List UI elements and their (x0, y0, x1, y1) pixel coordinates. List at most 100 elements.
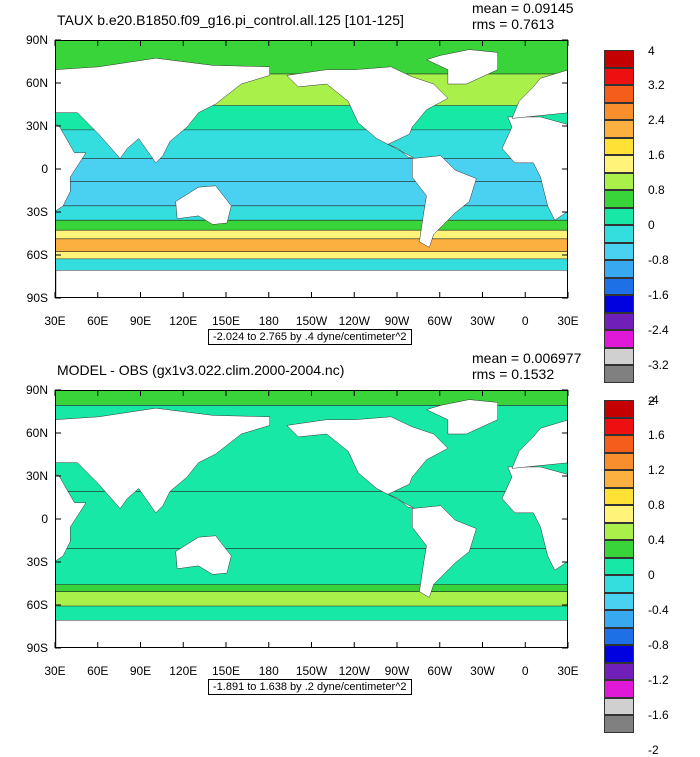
map-heatmap (56, 41, 567, 297)
lon-tick-label: 120W (338, 314, 370, 328)
lon-tick-label: 30E (557, 314, 579, 328)
colorbar-swatch (604, 680, 634, 698)
colorbar-swatch (604, 67, 634, 85)
lat-tick-label: 0 (41, 512, 48, 526)
land-mask-3 (286, 416, 449, 509)
colorbar-label: 4 (648, 44, 655, 58)
field-band-4 (56, 584, 567, 592)
land-mask-6 (56, 270, 567, 297)
lon-tick-label: 150E (211, 664, 241, 678)
colorbar-swatch (604, 242, 634, 260)
colorbar-swatch (604, 540, 634, 558)
contour-range-note: -1.891 to 1.638 by .2 dyne/centimeter^2 (208, 679, 412, 695)
land-mask-wrap-0 (56, 124, 87, 211)
field-band-6 (56, 606, 567, 621)
stat-rms: rms = 0.7613 (472, 16, 555, 32)
chart-panel-model-minus-obs: MODEL - OBS (gx1v3.022.clim.2000-2004.nc… (0, 350, 700, 757)
colorbar-swatch (604, 400, 634, 418)
lon-tick-label: 90E (129, 664, 152, 678)
colorbar-label: 1.6 (648, 148, 665, 162)
lon-tick-label: 30W (470, 664, 495, 678)
land-mask-2 (175, 535, 232, 575)
colorbar-label: -1.6 (648, 288, 669, 302)
colorbar-swatch (604, 452, 634, 470)
colorbar-swatch (604, 505, 634, 523)
lon-tick-label: 150W (295, 314, 328, 328)
lon-tick-label: 150W (295, 664, 328, 678)
lon-tick-label: 120E (169, 314, 198, 328)
lon-tick-label: 120E (169, 664, 198, 678)
colorbar-label: 0 (648, 218, 655, 232)
colorbar-swatch (604, 697, 634, 715)
colorbar-swatch (604, 172, 634, 190)
field-band-4 (56, 158, 567, 182)
lat-tick-label: 90N (25, 33, 48, 47)
colorbar-swatch (604, 522, 634, 540)
map-plot-area (55, 40, 568, 298)
lat-tick-label: 30S (26, 205, 48, 219)
colorbar-swatch (604, 470, 634, 488)
lon-tick-label: 90E (129, 314, 152, 328)
field-band-5 (56, 591, 567, 606)
land-mask-1 (511, 70, 567, 119)
colorbar (604, 50, 634, 383)
colorbar-swatch (604, 610, 634, 628)
colorbar-swatch (604, 137, 634, 155)
contour-range-note: -2.024 to 2.765 by .4 dyne/centimeter^2 (208, 329, 412, 345)
field-band-11 (56, 258, 567, 271)
colorbar-swatch (604, 102, 634, 120)
colorbar-swatch (604, 155, 634, 173)
colorbar-label: -0.4 (648, 603, 669, 617)
colorbar-label: 0.8 (648, 183, 665, 197)
lon-tick-label: 0 (521, 314, 529, 328)
colorbar-swatch (604, 330, 634, 348)
lat-tick-label: 30N (25, 119, 48, 133)
field-band-5 (56, 181, 567, 206)
colorbar-swatch (604, 347, 634, 365)
lon-tick-label: 180 (258, 314, 279, 328)
colorbar-label: -2 (648, 743, 659, 757)
field-band-2 (56, 491, 567, 549)
colorbar-swatch (604, 295, 634, 313)
colorbar-swatch (604, 487, 634, 505)
map-heatmap (56, 391, 567, 647)
lon-tick-label: 60E (87, 664, 109, 678)
colorbar-label: -4 (648, 393, 659, 407)
colorbar-swatch (604, 715, 634, 733)
colorbar-swatch (604, 662, 634, 680)
lat-tick-label: 60N (25, 76, 48, 90)
colorbar-swatch (604, 190, 634, 208)
colorbar-swatch (604, 207, 634, 225)
lon-tick-label: 90W (384, 314, 410, 328)
colorbar-label: 1.6 (648, 428, 665, 442)
colorbar-label: 1.2 (648, 463, 665, 477)
colorbar-label: -1.2 (648, 673, 669, 687)
colorbar-swatch (604, 277, 634, 295)
colorbar-swatch (604, 365, 634, 383)
colorbar-swatch (604, 417, 634, 435)
colorbar-label: -0.8 (648, 253, 669, 267)
lon-tick-label: 30E (44, 664, 66, 678)
lon-tick-label: 30E (557, 664, 579, 678)
colorbar-label: 2 (648, 394, 655, 408)
colorbar-swatch (604, 645, 634, 663)
colorbar-swatch (604, 260, 634, 278)
colorbar-label: -0.8 (648, 638, 669, 652)
lat-tick-label: 30S (26, 555, 48, 569)
lat-tick-label: 60S (26, 598, 48, 612)
land-mask-2 (175, 185, 232, 225)
colorbar-label: -1.6 (648, 708, 669, 722)
colorbar-swatch (604, 120, 634, 138)
lat-tick-label: 60S (26, 248, 48, 262)
lat-tick-label: 90S (26, 291, 48, 305)
field-band-3 (56, 548, 567, 585)
colorbar-swatch (604, 225, 634, 243)
lon-tick-label: 90W (384, 664, 410, 678)
colorbar-label: 3.2 (648, 78, 665, 92)
colorbar-swatch (604, 592, 634, 610)
field-band-9 (56, 238, 567, 252)
lon-tick-label: 150E (211, 314, 241, 328)
lon-tick-label: 30E (44, 314, 66, 328)
lat-tick-label: 0 (41, 162, 48, 176)
land-mask-0 (501, 466, 567, 571)
